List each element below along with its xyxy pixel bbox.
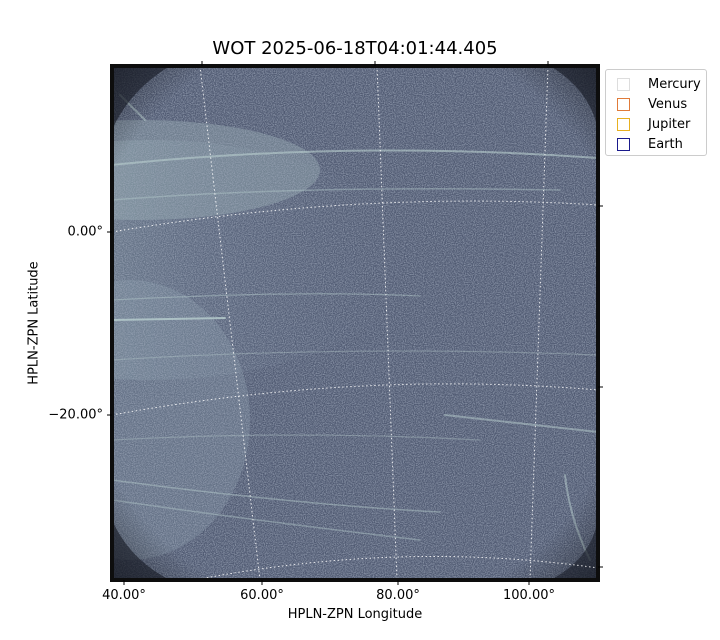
legend-item-jupiter: Jupiter (617, 116, 690, 132)
legend-label: Earth (648, 136, 683, 152)
legend-label: Venus (648, 96, 688, 112)
y-tick-label: −20.00° (48, 407, 103, 423)
legend-item-mercury: Mercury (617, 76, 701, 92)
legend: Mercury Venus Jupiter Earth (605, 69, 707, 156)
plot-title: WOT 2025-06-18T04:01:44.405 (212, 38, 498, 59)
legend-item-earth: Earth (617, 136, 683, 152)
y-axis-label: HPLN-ZPN Latitude (26, 261, 42, 385)
x-tick-label: 40.00° (102, 588, 146, 603)
image-frame (110, 64, 600, 582)
x-tick-label: 80.00° (376, 588, 420, 603)
legend-swatch-icon (617, 77, 630, 91)
x-axis-label: HPLN-ZPN Longitude (287, 607, 423, 622)
y-tick-label: 0.00° (67, 224, 103, 240)
legend-label: Mercury (648, 76, 701, 92)
legend-label: Jupiter (648, 116, 691, 132)
coordinate-grid (112, 66, 598, 580)
x-tick-label: 100.00° (503, 588, 555, 603)
legend-swatch-icon (617, 97, 630, 111)
legend-item-venus: Venus (617, 96, 687, 112)
axis-ticks (107, 61, 603, 585)
x-tick-label: 60.00° (240, 588, 284, 603)
legend-swatch-icon (617, 117, 630, 131)
legend-swatch-icon (617, 137, 630, 151)
